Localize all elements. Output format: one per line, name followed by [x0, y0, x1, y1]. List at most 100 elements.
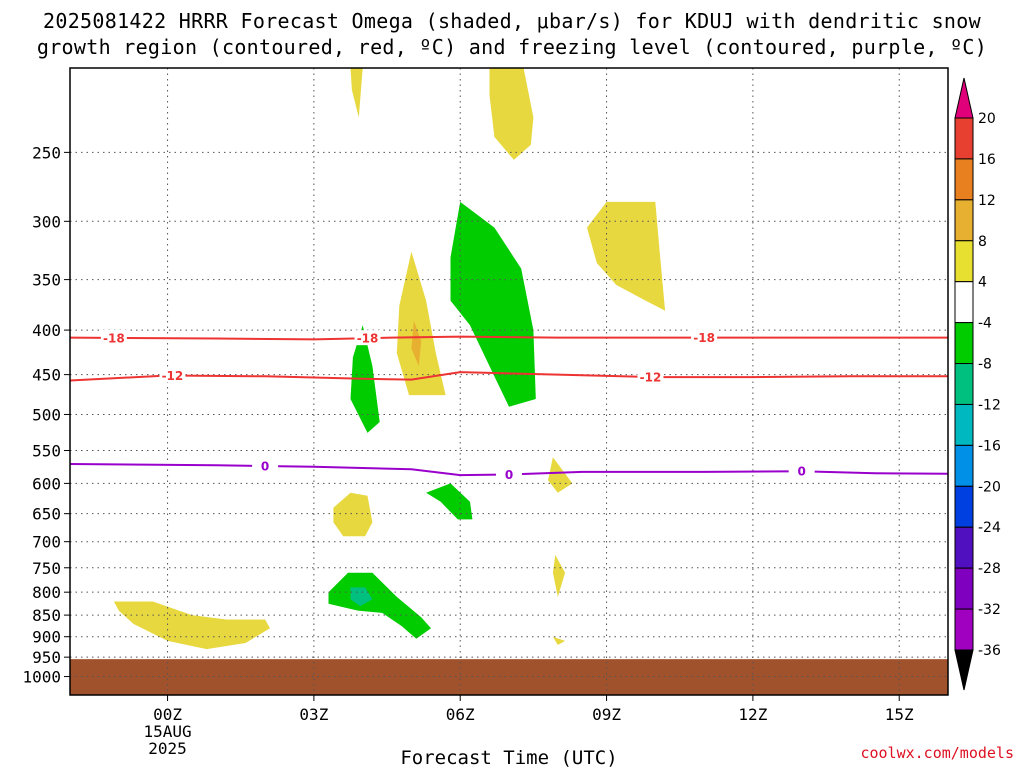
omega-region: [548, 457, 573, 493]
terrain-layer: [70, 659, 948, 695]
colorbar-band: [954, 485, 974, 528]
colorbar-band: [954, 403, 974, 446]
contour-label-bg: [100, 329, 127, 345]
colorbar-band: [954, 117, 974, 160]
contour-label-bg: [788, 463, 815, 479]
x-tick-label: 09Z: [592, 705, 621, 724]
credit-link[interactable]: coolwx.com/models: [860, 744, 1014, 762]
y-tick-label: 750: [32, 559, 61, 578]
omega-region: [450, 201, 536, 407]
omega-region: [396, 251, 446, 396]
contour-line: [70, 371, 948, 382]
y-tick-label: 500: [32, 405, 61, 424]
colorbar-label: 16: [978, 152, 996, 168]
y-tick-label: 250: [32, 143, 61, 162]
y-tick-label: 450: [32, 366, 61, 385]
colorbar-band: [954, 526, 974, 569]
contour-line: [70, 335, 948, 341]
contour-label: -18: [103, 331, 125, 345]
x-tick-label: 15Z: [885, 705, 914, 724]
contour-label: 0: [261, 459, 269, 473]
contour-label-bg: [159, 367, 186, 383]
contour-label-bg: [637, 369, 664, 385]
title-line-1: 2025081422 HRRR Forecast Omega (shaded, …: [43, 9, 981, 33]
contour-label: -18: [693, 331, 715, 345]
y-tick-label: 300: [32, 212, 61, 231]
contour-label: 0: [505, 468, 513, 482]
contour-label-bg: [354, 330, 381, 346]
y-tick-label: 850: [32, 606, 61, 625]
omega-shading: [113, 68, 666, 650]
y-tick-label: 700: [32, 533, 61, 552]
omega-region: [426, 483, 473, 520]
contour-label: -12: [162, 369, 184, 383]
omega-region: [350, 68, 363, 118]
omega-region: [113, 601, 271, 650]
x-tick-label: 03Z: [299, 705, 328, 724]
omega-region: [411, 320, 422, 367]
colorbar-band: [954, 567, 974, 610]
colorbar-top-arrow: [954, 77, 974, 119]
y-axis: 250 300 350 400 450 500 550 600 650 700 750 800 850 9…: [22, 143, 70, 687]
colorbar-band: [954, 444, 974, 487]
colorbar-label: -12: [978, 397, 1001, 413]
y-tick-label: 900: [32, 628, 61, 647]
colorbar-label: -4: [978, 316, 992, 332]
colorbar-band: [954, 240, 974, 283]
grid-layer: [70, 68, 948, 695]
colorbar-label: 12: [978, 193, 996, 209]
colorbar-label: -8: [978, 357, 992, 373]
omega-region: [489, 68, 534, 160]
colorbar-band: [954, 608, 974, 651]
y-tick-label: 400: [32, 321, 61, 340]
x-tick-label: 00Z: [153, 705, 182, 724]
colorbar-label: -16: [978, 438, 1001, 454]
colorbar-label: -20: [978, 479, 1001, 495]
colorbar-band: [954, 199, 974, 242]
page-title: 2025081422 HRRR Forecast Omega (shaded, …: [0, 8, 1024, 60]
y-tick-label: 350: [32, 271, 61, 290]
colorbar-label: 4: [978, 275, 987, 291]
contour-label-bg: [496, 466, 522, 482]
contour-label-bg: [691, 329, 718, 345]
x-tick-label: 12Z: [738, 705, 767, 724]
y-tick-label: 650: [32, 505, 61, 524]
colorbar-label: -36: [978, 643, 1001, 659]
x-axis-title: Forecast Time (UTC): [400, 747, 617, 768]
omega-region: [333, 492, 373, 537]
omega-region: [587, 201, 666, 311]
colorbar-band: [954, 363, 974, 405]
omega-region: [552, 636, 566, 645]
x-tick-label: 06Z: [446, 705, 475, 724]
y-tick-label: 550: [32, 442, 61, 461]
contour-layer: -18 -18 -18 -12 -12 0 0 0: [70, 329, 948, 482]
contour-label: -12: [640, 371, 662, 385]
x-tick-label: 2025: [148, 739, 187, 758]
contour-label-bg: [252, 457, 279, 473]
colorbar-label: -28: [978, 561, 1001, 577]
omega-region: [328, 572, 431, 639]
colorbar-label: -32: [978, 602, 1001, 618]
colorbar-band: [954, 322, 974, 365]
x-tick-label: 15AUG: [143, 722, 191, 741]
y-tick-label: 1000: [22, 668, 61, 687]
colorbar-label: 20: [978, 111, 996, 127]
colorbar-label: 8: [978, 234, 987, 250]
contour-label: 0: [797, 465, 805, 479]
y-tick-label: 950: [32, 648, 61, 667]
y-tick-label: 800: [32, 583, 61, 602]
contour-label: -18: [357, 332, 379, 346]
terrain-fill: [70, 659, 948, 695]
plot-frame: [69, 67, 949, 696]
y-tick-label: 600: [32, 474, 61, 493]
colorbar-band: [954, 158, 974, 201]
colorbar-bottom-arrow: [954, 649, 974, 691]
colorbar-label: -24: [978, 520, 1001, 536]
colorbar-band: [954, 281, 974, 324]
omega-region: [552, 555, 566, 597]
omega-region: [350, 587, 373, 607]
colorbar: 20 16 12 8 4 -4 -8 -12 -16 -20 -24 -28 -32 -36: [954, 77, 1001, 691]
title-line-2: growth region (contoured, red, ºC) and f…: [36, 35, 988, 59]
